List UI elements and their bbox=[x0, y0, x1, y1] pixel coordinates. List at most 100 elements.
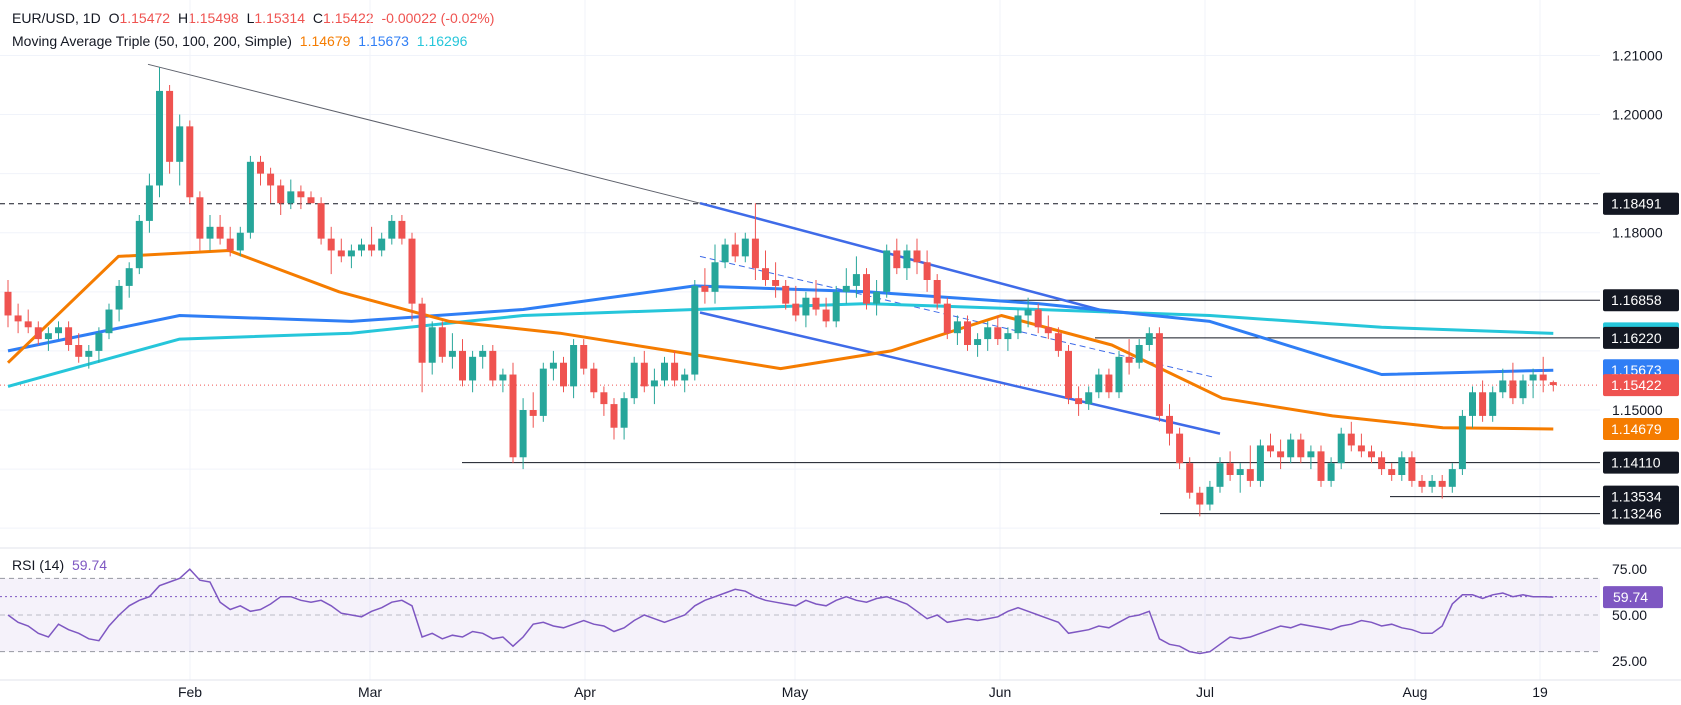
candle bbox=[923, 250, 931, 292]
candle-body bbox=[1044, 327, 1052, 334]
candle bbox=[125, 262, 133, 298]
candle bbox=[1125, 339, 1133, 375]
candle bbox=[287, 179, 295, 210]
candle-body bbox=[1307, 451, 1315, 458]
candle bbox=[1206, 480, 1214, 511]
candle bbox=[903, 244, 911, 280]
candle bbox=[246, 155, 254, 239]
price-label: 1.13534 bbox=[1603, 485, 1679, 508]
candle-body bbox=[125, 268, 133, 286]
candle bbox=[236, 226, 244, 257]
candle bbox=[489, 345, 497, 387]
candle-body bbox=[287, 191, 295, 204]
candle-body bbox=[953, 321, 961, 334]
candle-body bbox=[1357, 445, 1365, 452]
candle bbox=[277, 179, 285, 215]
candle bbox=[832, 285, 840, 328]
ma-title[interactable]: Moving Average Triple (50, 100, 200, Sim… bbox=[12, 33, 292, 49]
candle bbox=[438, 321, 446, 363]
candle-body bbox=[509, 374, 517, 458]
candle bbox=[1014, 309, 1022, 340]
candle-body bbox=[1539, 374, 1547, 381]
time-tick-label: Mar bbox=[358, 684, 382, 700]
candle-body bbox=[1105, 374, 1113, 393]
candle bbox=[731, 232, 739, 263]
candle bbox=[95, 327, 103, 363]
candle-body bbox=[1135, 345, 1143, 363]
candle bbox=[1155, 327, 1163, 422]
candle bbox=[34, 321, 42, 345]
candle-body bbox=[44, 333, 52, 340]
candle bbox=[1347, 421, 1355, 452]
candle-body bbox=[549, 362, 557, 369]
candle-body bbox=[105, 309, 113, 334]
price-label-text: 1.14679 bbox=[1611, 421, 1662, 437]
candle-body bbox=[1236, 469, 1244, 475]
candle-body bbox=[388, 220, 396, 239]
price-label-box bbox=[1603, 289, 1679, 312]
time-tick-label: Jun bbox=[989, 684, 1012, 700]
candle-body bbox=[1458, 415, 1466, 470]
candle bbox=[943, 297, 951, 340]
price-label: 1.15422 bbox=[1603, 374, 1679, 397]
candle-body bbox=[1347, 433, 1355, 446]
trendlines bbox=[0, 63, 1600, 515]
candle bbox=[378, 232, 386, 257]
ma200-line bbox=[7, 302, 1554, 388]
candle bbox=[1004, 327, 1012, 351]
candle-body bbox=[1155, 333, 1163, 416]
candle-body bbox=[1317, 451, 1325, 481]
candle bbox=[1307, 445, 1315, 470]
price-tick-label: 1.20000 bbox=[1612, 107, 1663, 123]
candle bbox=[1469, 386, 1476, 428]
candle-body bbox=[1398, 457, 1406, 475]
symbol-label[interactable]: EUR/USD, 1D bbox=[12, 10, 101, 26]
candle bbox=[166, 85, 174, 174]
candle bbox=[105, 303, 113, 340]
candle bbox=[4, 280, 12, 328]
price-label: 1.14679 bbox=[1603, 417, 1679, 440]
candle-body bbox=[246, 161, 254, 233]
candle bbox=[297, 185, 305, 210]
candle bbox=[1378, 451, 1386, 475]
candle-body bbox=[489, 350, 497, 381]
candle bbox=[1398, 451, 1406, 481]
candle-body bbox=[186, 126, 194, 198]
candle-body bbox=[1196, 492, 1204, 505]
time-tick-label: Jul bbox=[1196, 684, 1214, 700]
candle bbox=[671, 350, 679, 387]
price-label-text: 1.16858 bbox=[1611, 292, 1662, 308]
price-label: 1.16858 bbox=[1603, 289, 1679, 312]
candle-body bbox=[1014, 315, 1022, 334]
candle-body bbox=[923, 262, 931, 280]
candle-body bbox=[650, 380, 658, 387]
candle bbox=[469, 350, 477, 393]
candle bbox=[1448, 463, 1456, 493]
candle bbox=[1024, 297, 1032, 328]
price-label: 1.16220 bbox=[1603, 326, 1679, 349]
low-label: L bbox=[246, 10, 255, 26]
candle-body bbox=[1519, 380, 1527, 399]
candle bbox=[863, 268, 870, 310]
candle-body bbox=[792, 303, 800, 316]
candle bbox=[1287, 433, 1295, 464]
candle bbox=[226, 226, 234, 257]
candle bbox=[893, 238, 901, 275]
candle bbox=[176, 114, 184, 186]
candle bbox=[994, 315, 1002, 345]
candle-body bbox=[762, 268, 769, 280]
rsi-title[interactable]: RSI (14) bbox=[12, 557, 65, 573]
candle-body bbox=[1428, 480, 1436, 487]
candle-body bbox=[1549, 382, 1557, 386]
candle-body bbox=[297, 191, 305, 198]
candle bbox=[1196, 486, 1204, 517]
price-label-box bbox=[1603, 374, 1679, 397]
candle-body bbox=[994, 327, 1002, 340]
candle-body bbox=[741, 238, 749, 257]
candle bbox=[751, 203, 759, 280]
price-tick-label: 1.21000 bbox=[1612, 47, 1663, 63]
candle bbox=[408, 232, 416, 322]
candle-body bbox=[398, 220, 406, 239]
candle-body bbox=[368, 244, 376, 251]
